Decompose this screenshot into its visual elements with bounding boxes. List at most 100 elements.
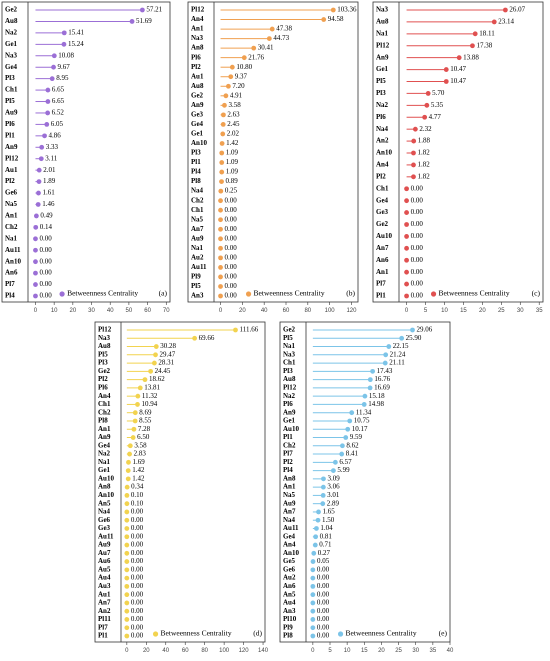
dot: [314, 526, 319, 531]
dot: [221, 112, 226, 118]
legend-marker: [430, 291, 437, 297]
dot: [126, 459, 131, 465]
dot: [124, 625, 130, 631]
dot: [223, 93, 229, 99]
x-tick-label: 10: [344, 648, 351, 654]
dot: [313, 534, 319, 540]
value-label: 0.00: [131, 582, 144, 590]
dot: [124, 567, 130, 573]
dot: [241, 55, 247, 61]
category-label: Pl2: [283, 458, 293, 466]
x-tick-label: 140: [258, 648, 269, 654]
category-label: Pl7: [376, 280, 386, 288]
dot: [404, 186, 409, 192]
category-label: Ch1: [191, 206, 204, 214]
dot: [218, 236, 223, 242]
dot: [218, 284, 223, 289]
value-label: 4.77: [429, 113, 442, 121]
x-tick-label: 15: [460, 308, 467, 314]
dot: [411, 150, 416, 156]
dot: [269, 26, 275, 32]
value-label: 0.00: [225, 282, 238, 290]
value-label: 0.00: [411, 184, 424, 192]
category-label: Au11: [283, 524, 299, 532]
x-tick-label: 70: [163, 308, 170, 314]
category-label: An9: [191, 101, 204, 109]
dot: [125, 476, 131, 482]
dot: [33, 282, 38, 287]
category-label: An1: [376, 268, 389, 276]
panel-frame: [279, 321, 451, 643]
dot: [330, 7, 336, 13]
category-label: Pl3: [98, 359, 108, 367]
category-label: Pl4: [283, 466, 293, 474]
value-label: 10.75: [354, 417, 370, 425]
dot: [135, 393, 141, 399]
dot: [404, 245, 409, 251]
category-label: An6: [376, 256, 389, 264]
dot: [218, 198, 223, 204]
dot: [124, 501, 130, 507]
value-label: 9.37: [235, 72, 248, 80]
dot: [51, 53, 57, 59]
value-label: 0.00: [411, 256, 424, 264]
category-label: Ge3: [191, 110, 204, 118]
value-label: 0.00: [39, 280, 52, 288]
value-label: 13.81: [144, 384, 160, 392]
value-label: 2.01: [43, 166, 56, 174]
category-label: Ge1: [98, 466, 111, 474]
value-label: 30.41: [258, 44, 274, 52]
category-label: Ge1: [5, 40, 18, 48]
category-label: Ge2: [283, 326, 296, 334]
panel-label: (d): [253, 629, 262, 638]
x-tick-label: 20: [378, 648, 385, 654]
category-label: Na5: [283, 491, 296, 499]
panel-frame: [94, 321, 266, 643]
panel-label: (b): [346, 289, 355, 298]
value-label: 6.65: [52, 97, 65, 105]
value-label: 1.09: [226, 158, 239, 166]
value-label: 2.32: [419, 125, 432, 133]
dot: [218, 226, 223, 232]
dot: [349, 410, 355, 416]
value-label: 0.10: [131, 491, 144, 499]
value-label: 7.20: [232, 82, 245, 90]
category-label: Pl6: [98, 384, 108, 392]
value-label: 1.69: [132, 458, 145, 466]
category-label: Pl5: [283, 334, 293, 342]
dot: [127, 451, 132, 457]
dot: [310, 592, 316, 598]
dot: [36, 179, 42, 185]
category-label: Ge2: [191, 91, 204, 99]
value-label: 57.21: [146, 6, 162, 14]
x-tick-label: 20: [239, 308, 246, 314]
category-label: An2: [376, 137, 389, 145]
category-label: Ge3: [98, 524, 111, 532]
dot: [218, 217, 223, 223]
category-label: Na2: [98, 450, 111, 458]
dot: [222, 102, 227, 108]
panel-frame: [1, 1, 171, 303]
value-label: 1.42: [132, 474, 145, 482]
category-label: Pl6: [283, 400, 293, 408]
dot: [36, 190, 41, 196]
category-label: An4: [376, 161, 389, 169]
category-label: Na4: [191, 187, 204, 195]
value-label: 0.00: [225, 253, 238, 261]
category-label: Pl6: [376, 113, 386, 121]
category-label: An7: [283, 508, 296, 516]
legend-marker: [245, 291, 252, 297]
category-label: Au11: [191, 263, 207, 271]
category-label: Pl7: [98, 623, 108, 631]
value-label: 4.86: [49, 131, 62, 139]
category-label: An2: [98, 607, 111, 615]
category-label: An7: [376, 244, 389, 252]
x-tick-label: 0: [34, 308, 38, 314]
value-label: 1.04: [320, 524, 333, 532]
category-label: Au1: [5, 166, 18, 174]
x-tick-label: 120: [346, 308, 357, 314]
category-label: An9: [376, 53, 389, 61]
dot: [320, 501, 326, 507]
x-tick-label: 25: [498, 308, 505, 314]
